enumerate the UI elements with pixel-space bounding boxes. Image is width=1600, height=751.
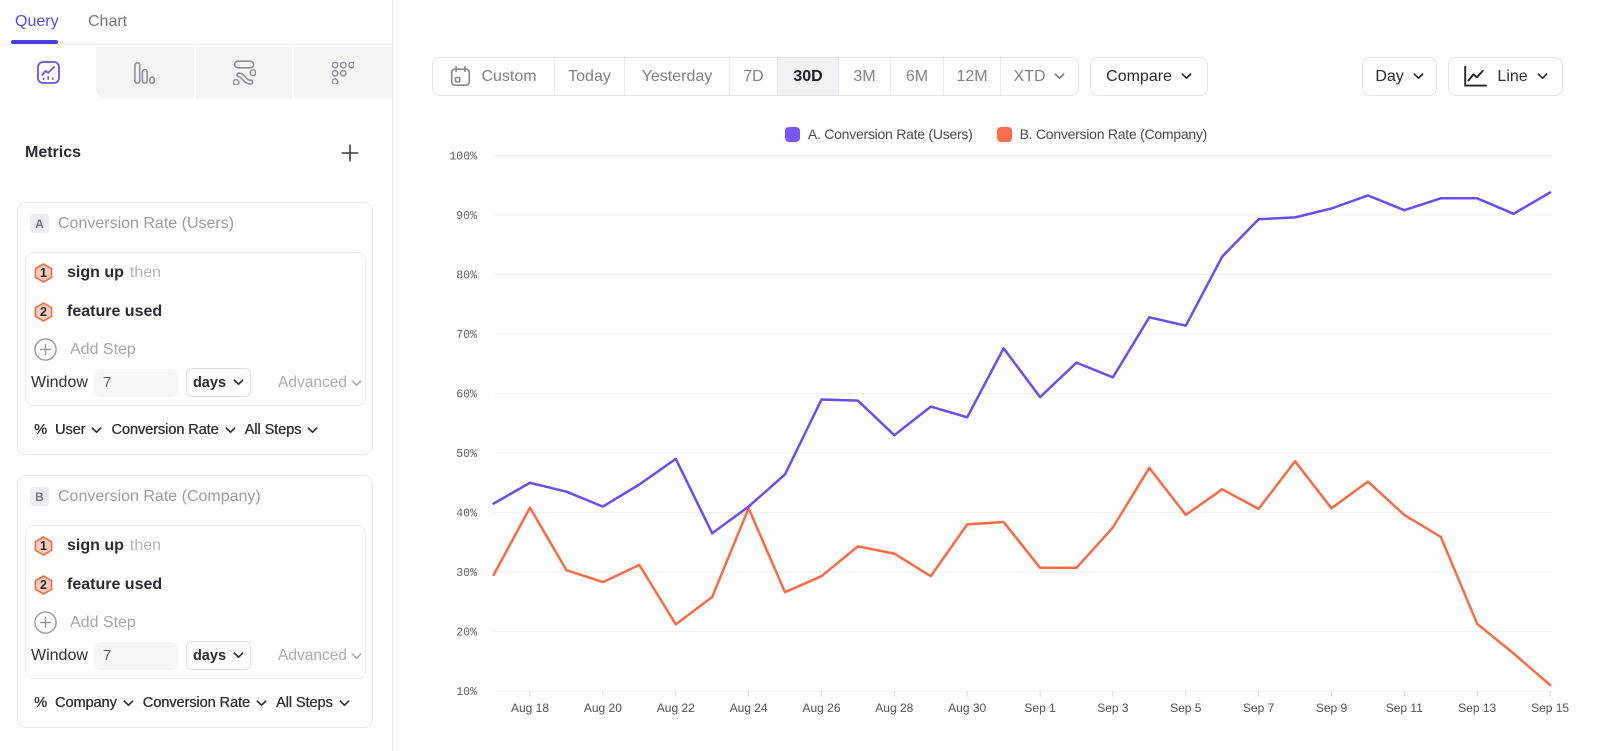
svg-text:Sep 1: Sep 1 (1024, 701, 1056, 715)
svg-text:50%: 50% (456, 448, 477, 461)
svg-text:20%: 20% (456, 627, 477, 640)
svg-text:Sep 15: Sep 15 (1531, 701, 1569, 715)
svg-text:1: 1 (40, 539, 47, 553)
svg-text:Aug 22: Aug 22 (657, 701, 695, 715)
svg-text:70%: 70% (456, 329, 477, 342)
svg-text:Aug 28: Aug 28 (875, 701, 913, 715)
svg-text:Aug 30: Aug 30 (948, 701, 986, 715)
svg-text:90%: 90% (456, 210, 477, 223)
svg-text:Aug 24: Aug 24 (730, 701, 768, 715)
svg-text:Aug 18: Aug 18 (511, 701, 549, 715)
svg-text:Aug 20: Aug 20 (584, 701, 622, 715)
svg-text:2: 2 (40, 578, 47, 592)
svg-text:Sep 7: Sep 7 (1243, 701, 1275, 715)
svg-text:2: 2 (40, 305, 47, 319)
svg-text:100%: 100% (449, 151, 477, 164)
svg-text:Sep 9: Sep 9 (1316, 701, 1348, 715)
svg-text:30%: 30% (456, 567, 477, 580)
svg-text:Sep 13: Sep 13 (1458, 701, 1496, 715)
svg-text:1: 1 (40, 266, 47, 280)
svg-text:Sep 3: Sep 3 (1097, 701, 1129, 715)
svg-text:80%: 80% (456, 270, 477, 283)
svg-text:Sep 11: Sep 11 (1386, 701, 1423, 715)
svg-text:Aug 26: Aug 26 (802, 701, 840, 715)
svg-text:40%: 40% (456, 508, 477, 521)
svg-text:60%: 60% (456, 389, 477, 402)
svg-text:10%: 10% (456, 686, 477, 699)
svg-text:Sep 5: Sep 5 (1170, 701, 1202, 715)
